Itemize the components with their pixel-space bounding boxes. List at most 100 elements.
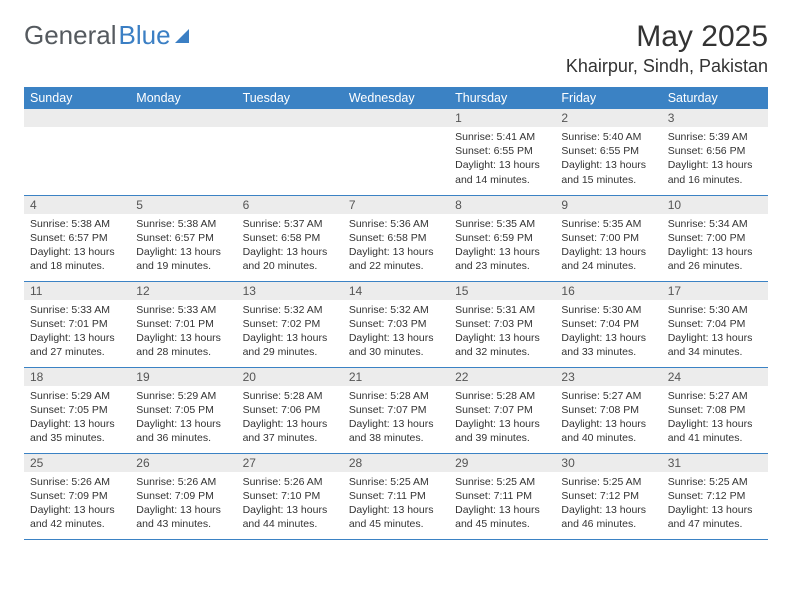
day-cell: 19Sunrise: 5:29 AMSunset: 7:05 PMDayligh…	[130, 367, 236, 453]
daylight-text: Daylight: 13 hours and 40 minutes.	[561, 417, 655, 445]
day-number: 27	[237, 454, 343, 472]
day-number	[237, 109, 343, 127]
day-body: Sunrise: 5:30 AMSunset: 7:04 PMDaylight:…	[555, 300, 661, 364]
day-cell: 22Sunrise: 5:28 AMSunset: 7:07 PMDayligh…	[449, 367, 555, 453]
daylight-text: Daylight: 13 hours and 45 minutes.	[349, 503, 443, 531]
day-body: Sunrise: 5:35 AMSunset: 6:59 PMDaylight:…	[449, 214, 555, 278]
sunrise-text: Sunrise: 5:27 AM	[668, 389, 762, 403]
weekday-header: Friday	[555, 87, 661, 109]
day-body: Sunrise: 5:33 AMSunset: 7:01 PMDaylight:…	[24, 300, 130, 364]
day-body: Sunrise: 5:33 AMSunset: 7:01 PMDaylight:…	[130, 300, 236, 364]
day-number: 21	[343, 368, 449, 386]
day-body: Sunrise: 5:29 AMSunset: 7:05 PMDaylight:…	[24, 386, 130, 450]
day-body: Sunrise: 5:35 AMSunset: 7:00 PMDaylight:…	[555, 214, 661, 278]
sunrise-text: Sunrise: 5:40 AM	[561, 130, 655, 144]
sunrise-text: Sunrise: 5:32 AM	[243, 303, 337, 317]
day-body: Sunrise: 5:30 AMSunset: 7:04 PMDaylight:…	[662, 300, 768, 364]
day-number: 3	[662, 109, 768, 127]
header: GeneralBlue May 2025 Khairpur, Sindh, Pa…	[24, 20, 768, 77]
day-cell: 4Sunrise: 5:38 AMSunset: 6:57 PMDaylight…	[24, 195, 130, 281]
daylight-text: Daylight: 13 hours and 14 minutes.	[455, 158, 549, 186]
daylight-text: Daylight: 13 hours and 24 minutes.	[561, 245, 655, 273]
day-cell: 28Sunrise: 5:25 AMSunset: 7:11 PMDayligh…	[343, 453, 449, 539]
daylight-text: Daylight: 13 hours and 26 minutes.	[668, 245, 762, 273]
day-cell: 11Sunrise: 5:33 AMSunset: 7:01 PMDayligh…	[24, 281, 130, 367]
day-cell: 8Sunrise: 5:35 AMSunset: 6:59 PMDaylight…	[449, 195, 555, 281]
week-row: 25Sunrise: 5:26 AMSunset: 7:09 PMDayligh…	[24, 453, 768, 539]
day-number: 9	[555, 196, 661, 214]
day-cell: 18Sunrise: 5:29 AMSunset: 7:05 PMDayligh…	[24, 367, 130, 453]
weekday-header: Monday	[130, 87, 236, 109]
daylight-text: Daylight: 13 hours and 32 minutes.	[455, 331, 549, 359]
sunset-text: Sunset: 6:58 PM	[349, 231, 443, 245]
sunrise-text: Sunrise: 5:26 AM	[243, 475, 337, 489]
day-cell: 12Sunrise: 5:33 AMSunset: 7:01 PMDayligh…	[130, 281, 236, 367]
day-number: 17	[662, 282, 768, 300]
sunset-text: Sunset: 7:09 PM	[30, 489, 124, 503]
sunset-text: Sunset: 7:04 PM	[668, 317, 762, 331]
day-number: 13	[237, 282, 343, 300]
week-row: 11Sunrise: 5:33 AMSunset: 7:01 PMDayligh…	[24, 281, 768, 367]
sunset-text: Sunset: 6:59 PM	[455, 231, 549, 245]
day-number: 28	[343, 454, 449, 472]
day-cell: 20Sunrise: 5:28 AMSunset: 7:06 PMDayligh…	[237, 367, 343, 453]
day-body: Sunrise: 5:26 AMSunset: 7:09 PMDaylight:…	[24, 472, 130, 536]
weekday-header: Sunday	[24, 87, 130, 109]
week-row: 4Sunrise: 5:38 AMSunset: 6:57 PMDaylight…	[24, 195, 768, 281]
day-number: 22	[449, 368, 555, 386]
daylight-text: Daylight: 13 hours and 27 minutes.	[30, 331, 124, 359]
day-body: Sunrise: 5:32 AMSunset: 7:03 PMDaylight:…	[343, 300, 449, 364]
day-cell: 15Sunrise: 5:31 AMSunset: 7:03 PMDayligh…	[449, 281, 555, 367]
day-cell	[237, 109, 343, 195]
calendar-table: Sunday Monday Tuesday Wednesday Thursday…	[24, 87, 768, 540]
daylight-text: Daylight: 13 hours and 35 minutes.	[30, 417, 124, 445]
day-cell: 17Sunrise: 5:30 AMSunset: 7:04 PMDayligh…	[662, 281, 768, 367]
sunrise-text: Sunrise: 5:38 AM	[30, 217, 124, 231]
day-cell: 10Sunrise: 5:34 AMSunset: 7:00 PMDayligh…	[662, 195, 768, 281]
day-body: Sunrise: 5:32 AMSunset: 7:02 PMDaylight:…	[237, 300, 343, 364]
sunrise-text: Sunrise: 5:33 AM	[30, 303, 124, 317]
day-number	[130, 109, 236, 127]
day-body: Sunrise: 5:38 AMSunset: 6:57 PMDaylight:…	[24, 214, 130, 278]
day-number: 7	[343, 196, 449, 214]
month-title: May 2025	[566, 20, 768, 54]
day-number: 20	[237, 368, 343, 386]
day-body: Sunrise: 5:28 AMSunset: 7:06 PMDaylight:…	[237, 386, 343, 450]
day-cell: 6Sunrise: 5:37 AMSunset: 6:58 PMDaylight…	[237, 195, 343, 281]
day-cell: 13Sunrise: 5:32 AMSunset: 7:02 PMDayligh…	[237, 281, 343, 367]
sunset-text: Sunset: 7:01 PM	[136, 317, 230, 331]
day-cell	[24, 109, 130, 195]
day-cell: 9Sunrise: 5:35 AMSunset: 7:00 PMDaylight…	[555, 195, 661, 281]
sunset-text: Sunset: 7:04 PM	[561, 317, 655, 331]
sunrise-text: Sunrise: 5:29 AM	[136, 389, 230, 403]
day-body: Sunrise: 5:31 AMSunset: 7:03 PMDaylight:…	[449, 300, 555, 364]
daylight-text: Daylight: 13 hours and 29 minutes.	[243, 331, 337, 359]
sunset-text: Sunset: 7:01 PM	[30, 317, 124, 331]
sunset-text: Sunset: 6:56 PM	[668, 144, 762, 158]
sunset-text: Sunset: 7:12 PM	[561, 489, 655, 503]
day-cell: 3Sunrise: 5:39 AMSunset: 6:56 PMDaylight…	[662, 109, 768, 195]
day-number	[343, 109, 449, 127]
day-cell: 21Sunrise: 5:28 AMSunset: 7:07 PMDayligh…	[343, 367, 449, 453]
location: Khairpur, Sindh, Pakistan	[566, 56, 768, 77]
daylight-text: Daylight: 13 hours and 34 minutes.	[668, 331, 762, 359]
sunrise-text: Sunrise: 5:28 AM	[349, 389, 443, 403]
day-cell: 1Sunrise: 5:41 AMSunset: 6:55 PMDaylight…	[449, 109, 555, 195]
day-cell	[130, 109, 236, 195]
sunrise-text: Sunrise: 5:28 AM	[455, 389, 549, 403]
day-number	[24, 109, 130, 127]
weekday-header: Thursday	[449, 87, 555, 109]
day-number: 25	[24, 454, 130, 472]
day-number: 19	[130, 368, 236, 386]
daylight-text: Daylight: 13 hours and 16 minutes.	[668, 158, 762, 186]
sunrise-text: Sunrise: 5:25 AM	[455, 475, 549, 489]
day-number: 16	[555, 282, 661, 300]
day-number: 18	[24, 368, 130, 386]
daylight-text: Daylight: 13 hours and 36 minutes.	[136, 417, 230, 445]
sunset-text: Sunset: 7:03 PM	[349, 317, 443, 331]
day-body: Sunrise: 5:36 AMSunset: 6:58 PMDaylight:…	[343, 214, 449, 278]
day-cell: 24Sunrise: 5:27 AMSunset: 7:08 PMDayligh…	[662, 367, 768, 453]
sunrise-text: Sunrise: 5:26 AM	[136, 475, 230, 489]
sunset-text: Sunset: 7:08 PM	[668, 403, 762, 417]
day-body: Sunrise: 5:29 AMSunset: 7:05 PMDaylight:…	[130, 386, 236, 450]
